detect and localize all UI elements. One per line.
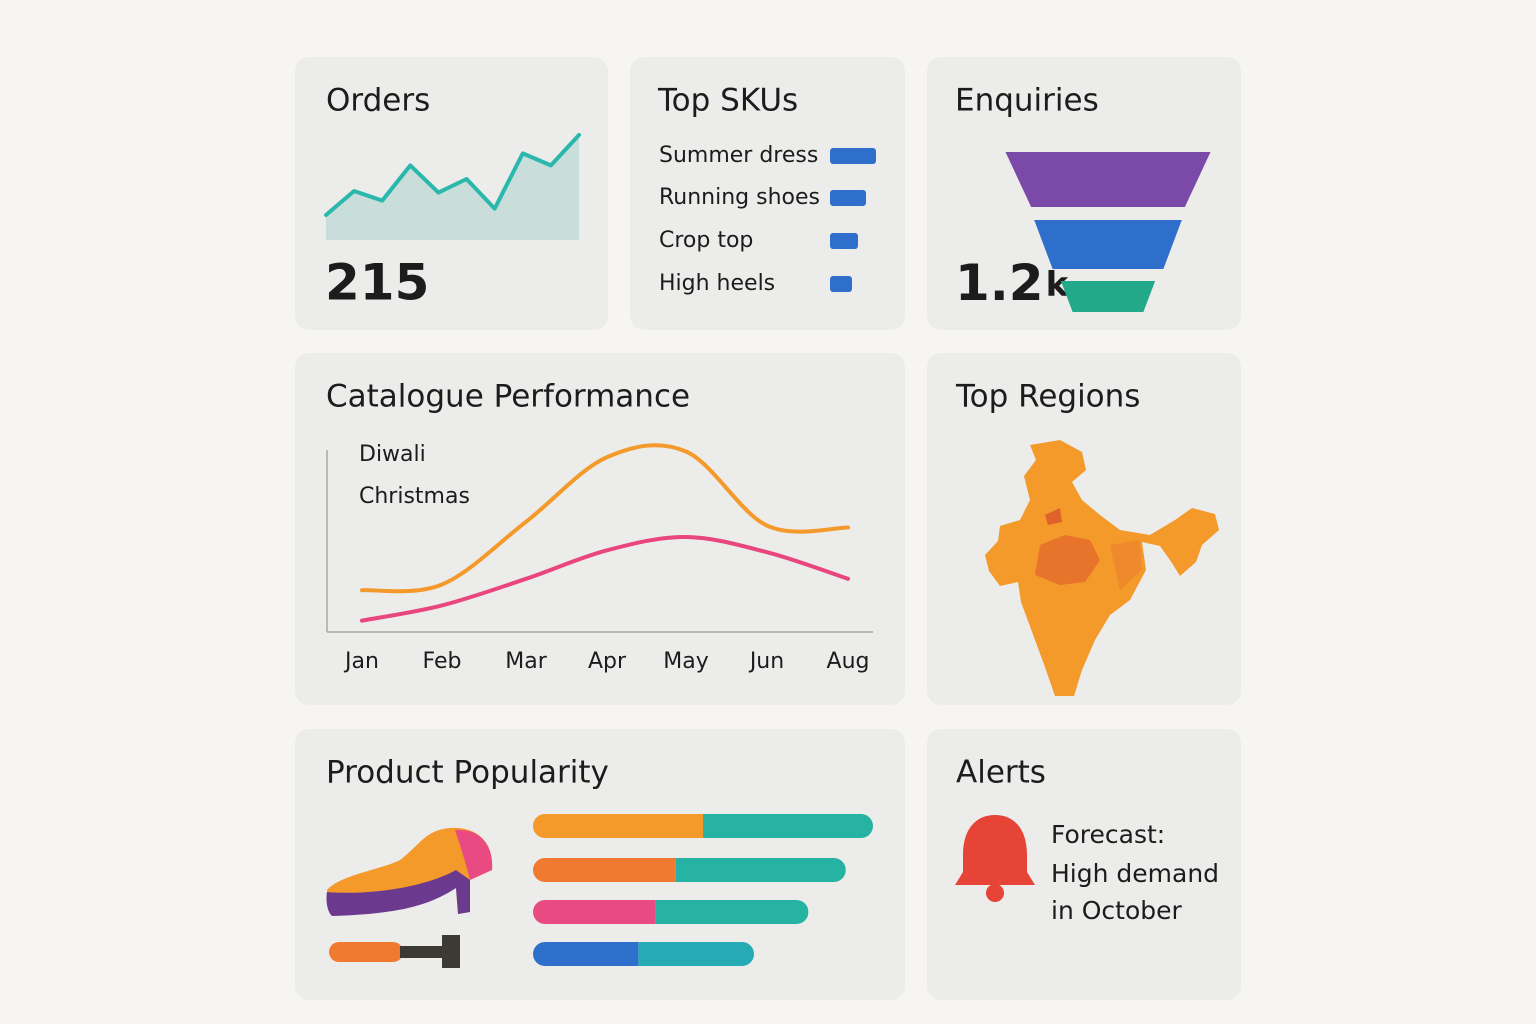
sku-label: High heels: [659, 271, 775, 296]
x-tick-label: May: [663, 649, 708, 674]
alerts-card: [927, 729, 1241, 1000]
top-skus-card: [630, 57, 905, 330]
x-tick-label: Jan: [343, 649, 379, 674]
sku-label: Summer dress: [659, 143, 818, 168]
series-line: [360, 443, 850, 594]
funnel-stage: [1005, 152, 1211, 207]
alert-text: in October: [1051, 896, 1183, 925]
tool-icon: [400, 935, 460, 968]
sku-bar: [830, 190, 866, 206]
bar-segment: [533, 814, 703, 838]
shoe-icon: [455, 829, 493, 880]
series-line: [360, 534, 850, 623]
enquiries-number: 1.2: [955, 254, 1044, 312]
x-tick-label: Feb: [423, 649, 462, 674]
card-title: Catalogue Performance: [326, 379, 690, 415]
card-title: Product Popularity: [326, 755, 609, 791]
region-map: [985, 440, 1219, 696]
sparkline: [324, 133, 581, 217]
region-highlight: [1035, 535, 1100, 585]
tool-icon: [329, 942, 403, 962]
sku-label: Running shoes: [659, 185, 820, 210]
x-tick-label: Mar: [505, 649, 547, 674]
x-tick-label: Aug: [827, 649, 870, 674]
bar-segment: [533, 942, 639, 966]
alert-text: High demand: [1051, 859, 1219, 888]
card-title: Orders: [326, 83, 430, 119]
bar-segment: [533, 858, 676, 882]
bar-segment: [675, 858, 846, 882]
region-highlight: [1110, 540, 1142, 590]
funnel-stage: [1034, 220, 1182, 269]
sku-bar: [830, 233, 858, 249]
bell-icon: [986, 884, 1004, 902]
orders-value: 215: [325, 254, 429, 312]
bell-icon: [955, 815, 1035, 885]
card-title: Enquiries: [955, 83, 1099, 119]
sku-bar: [830, 148, 876, 164]
bar-segment: [655, 900, 809, 924]
shoe-icon: [326, 870, 470, 916]
sku-bar: [830, 276, 852, 292]
catalogue-card: [295, 353, 905, 705]
annotation: Christmas: [359, 484, 470, 509]
card-title: Top SKUs: [657, 83, 798, 119]
x-tick-label: Apr: [588, 649, 627, 674]
bar-segment: [533, 900, 656, 924]
funnel-stage: [1060, 281, 1156, 312]
card-title: Top Regions: [955, 379, 1140, 415]
x-tick-label: Jun: [748, 649, 784, 674]
alert-text: Forecast:: [1051, 820, 1165, 849]
card-title: Alerts: [956, 755, 1046, 791]
sku-label: Crop top: [659, 228, 753, 253]
bar-segment: [703, 814, 873, 838]
annotation: Diwali: [359, 442, 426, 467]
bar-segment: [638, 942, 754, 966]
region-highlight: [1045, 508, 1062, 525]
